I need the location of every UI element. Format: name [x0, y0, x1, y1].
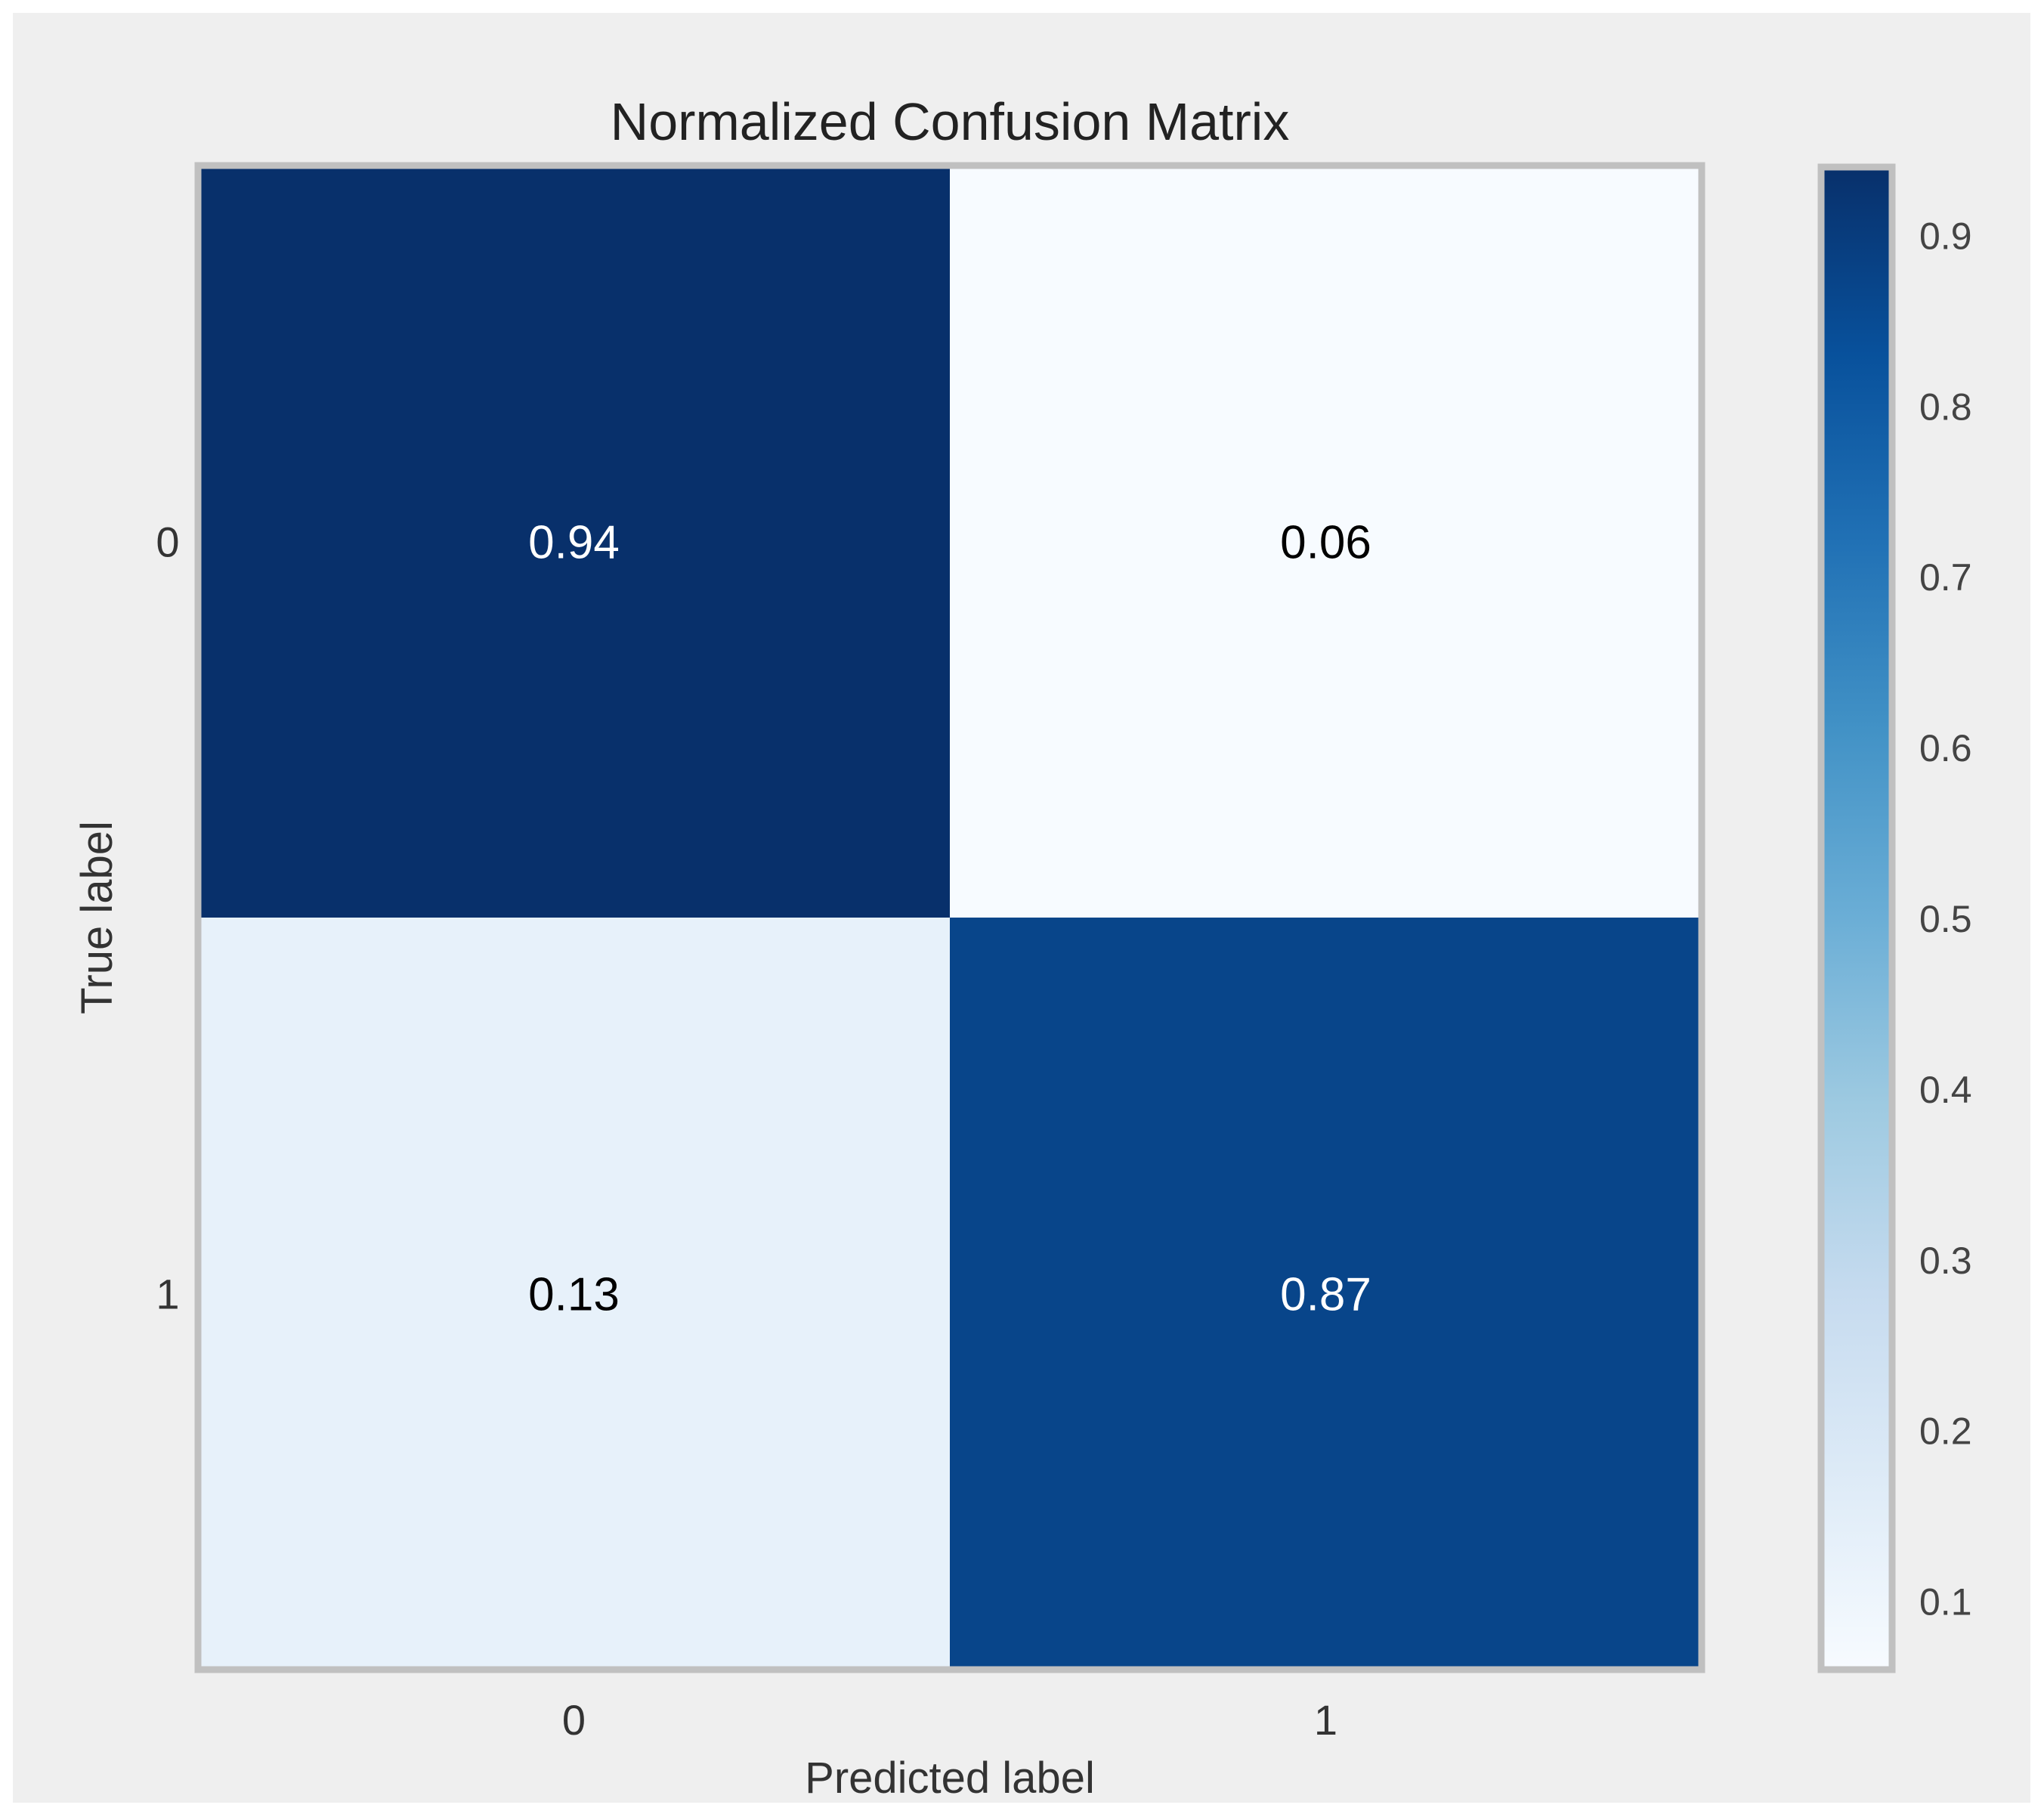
x-axis-label: Predicted label [805, 1754, 1095, 1803]
colorbar-tick-label: 0.7 [1919, 556, 1972, 599]
cell-value-label: 0.87 [1280, 1269, 1371, 1321]
colorbar-tick-label: 0.4 [1919, 1069, 1972, 1111]
colorbar-tick-label: 0.9 [1919, 215, 1972, 257]
matrix-cell [198, 166, 950, 918]
y-tick-label: 1 [156, 1271, 179, 1318]
cell-value-label: 0.94 [528, 517, 620, 569]
colorbar-tick-label: 0.6 [1919, 727, 1972, 769]
y-tick-label: 0 [156, 519, 179, 566]
colorbar [1817, 163, 1896, 1673]
matrix-cell [950, 918, 1702, 1670]
x-tick-label: 0 [562, 1696, 586, 1744]
cell-value-label: 0.06 [1280, 517, 1371, 569]
colorbar-tick-label: 0.8 [1919, 385, 1972, 428]
matrix-cell [198, 918, 950, 1670]
colorbar-tick-label: 0.1 [1919, 1581, 1972, 1624]
y-axis-label: True label [73, 821, 122, 1014]
colorbar-tick-label: 0.5 [1919, 898, 1972, 940]
colorbar-tick-label: 0.2 [1919, 1410, 1972, 1453]
chart-title: Normalized Confusion Matrix [611, 92, 1290, 151]
colorbar-tick-label: 0.3 [1919, 1240, 1972, 1282]
x-tick-label: 1 [1314, 1696, 1337, 1744]
cell-value-label: 0.13 [528, 1269, 620, 1321]
matrix-frame [194, 162, 1705, 1673]
matrix-cell [950, 166, 1702, 918]
